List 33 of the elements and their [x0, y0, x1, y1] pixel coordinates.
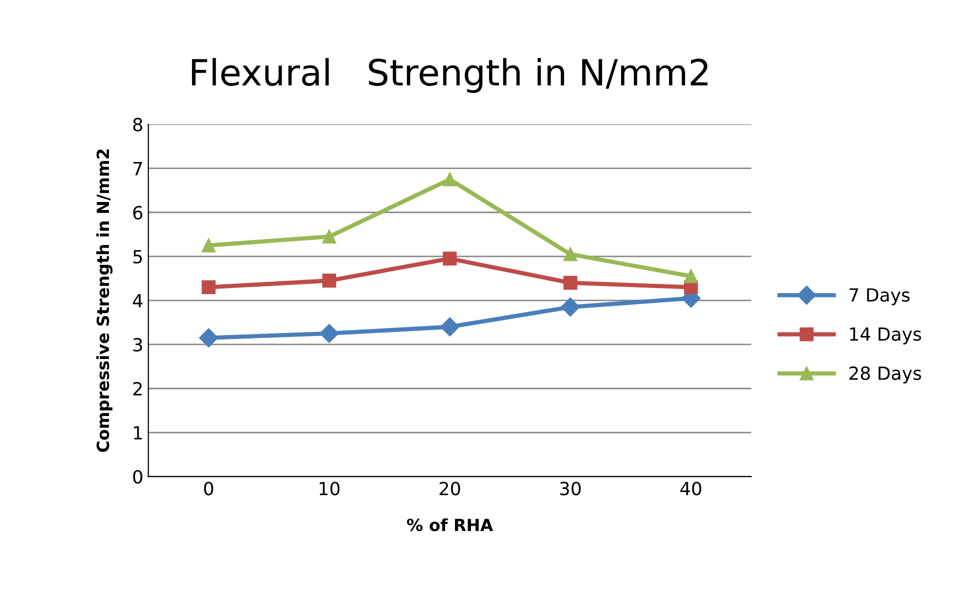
- point: [199, 328, 218, 348]
- y-tick-label: 8: [133, 118, 142, 132]
- point: [322, 230, 336, 244]
- point: [440, 317, 460, 336]
- point: [202, 280, 216, 294]
- y-tick-label: 2: [133, 382, 142, 396]
- legend-label: 14 Days: [850, 327, 922, 344]
- point: [202, 238, 216, 252]
- point: [563, 247, 578, 262]
- y-tick-label: 7: [133, 162, 142, 176]
- point: [442, 252, 457, 266]
- chart-title: Flexural Strength in N/mm2: [192, 58, 708, 93]
- y-tick-label: 6: [133, 206, 142, 220]
- x-tick-label: 0: [204, 482, 214, 496]
- point: [560, 298, 580, 317]
- legend-label: 7 Days: [850, 288, 910, 306]
- x-axis-title: % of RHA: [406, 518, 494, 532]
- x-tick-label: 10: [320, 482, 340, 496]
- y-tick-label: 5: [133, 250, 142, 264]
- point: [563, 276, 578, 290]
- y-tick-label: 0: [133, 470, 142, 484]
- x-tick-label: 40: [680, 482, 702, 496]
- y-tick-label: 4: [132, 294, 142, 308]
- x-tick-label: 20: [440, 482, 460, 496]
- legend-label: 28 Days: [849, 366, 922, 384]
- point: [684, 269, 698, 284]
- x-tick-label: 30: [560, 482, 581, 496]
- y-tick-label: 1: [134, 426, 142, 440]
- y-tick-label: 3: [133, 338, 142, 352]
- point: [442, 172, 457, 186]
- point: [320, 324, 339, 343]
- y-axis-title: Compressive Strength in N/mm2: [96, 150, 113, 452]
- point: [322, 274, 336, 288]
